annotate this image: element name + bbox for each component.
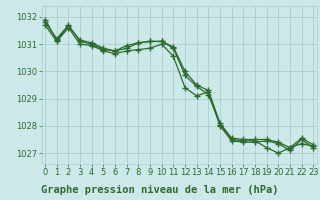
Text: Graphe pression niveau de la mer (hPa): Graphe pression niveau de la mer (hPa) <box>41 185 279 195</box>
